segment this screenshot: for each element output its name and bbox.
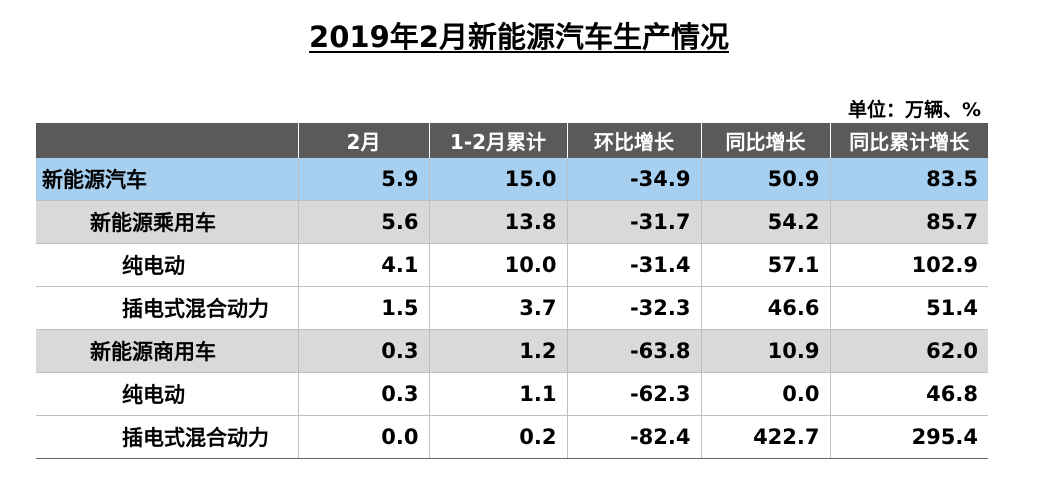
column-header: 同比增长 — [700, 123, 830, 158]
table-cell: 85.7 — [829, 200, 988, 244]
table-cell: 5.9 — [297, 158, 429, 201]
page-title: 2019年2月新能源汽车生产情况 — [0, 14, 1038, 56]
table-cell: -31.4 — [566, 243, 701, 287]
table-cell: 50.9 — [700, 158, 830, 201]
table-cell: 5.6 — [297, 200, 429, 244]
table-cell: 13.8 — [428, 200, 567, 244]
row-label: 纯电动 — [36, 372, 298, 416]
table-cell: 10.0 — [428, 243, 567, 287]
table-cell: -31.7 — [566, 200, 701, 244]
table-cell: 0.3 — [297, 329, 429, 373]
table-cell: 0.0 — [700, 372, 830, 416]
table-row: 纯电动 0.3 1.1 -62.3 0.0 46.8 — [36, 372, 988, 416]
row-label: 插电式混合动力 — [36, 286, 298, 330]
table-cell: -32.3 — [566, 286, 701, 330]
table-cell: -34.9 — [566, 158, 701, 201]
table-cell: 1.2 — [428, 329, 567, 373]
table-cell: 57.1 — [700, 243, 830, 287]
table-cell: -62.3 — [566, 372, 701, 416]
table-cell: 51.4 — [829, 286, 988, 330]
table-cell: 295.4 — [829, 415, 988, 459]
table-cell: 0.0 — [297, 415, 429, 459]
table-cell: 46.8 — [829, 372, 988, 416]
table-row: 新能源汽车 5.9 15.0 -34.9 50.9 83.5 — [36, 158, 988, 201]
table-cell: 10.9 — [700, 329, 830, 373]
table-cell: 54.2 — [700, 200, 830, 244]
table-row: 新能源乘用车 5.6 13.8 -31.7 54.2 85.7 — [36, 200, 988, 244]
row-label: 新能源汽车 — [36, 158, 298, 201]
table-cell: 46.6 — [700, 286, 830, 330]
table-cell: 0.3 — [297, 372, 429, 416]
table-cell: 1.5 — [297, 286, 429, 330]
table-row: 新能源商用车 0.3 1.2 -63.8 10.9 62.0 — [36, 329, 988, 373]
production-table: 2月 1-2月累计 环比增长 同比增长 同比累计增长 新能源汽车 5.9 15.0-… — [36, 123, 988, 459]
table-cell: -63.8 — [566, 329, 701, 373]
table-cell: 0.2 — [428, 415, 567, 459]
column-header: 1-2月累计 — [428, 123, 567, 158]
table-cell: 1.1 — [428, 372, 567, 416]
table-cell: 83.5 — [829, 158, 988, 201]
table-row: 插电式混合动力 1.5 3.7 -32.3 46.6 51.4 — [36, 286, 988, 330]
page-title-text: 2019年2月新能源汽车生产情况 — [309, 20, 729, 54]
column-header: 2月 — [297, 123, 429, 158]
table-cell: -82.4 — [566, 415, 701, 459]
table-cell: 3.7 — [428, 286, 567, 330]
column-header — [36, 123, 298, 158]
row-label: 新能源商用车 — [36, 329, 298, 373]
table-cell: 4.1 — [297, 243, 429, 287]
table-row: 插电式混合动力 0.0 0.2 -82.4 422.7 295.4 — [36, 415, 988, 459]
unit-label: 单位：万辆、% — [847, 99, 981, 121]
table-body: 新能源汽车 5.9 15.0 -34.9 50.9 83.5 新能源乘用车 5.6 13.8 -3… — [36, 158, 988, 459]
row-label: 新能源乘用车 — [36, 200, 298, 244]
table-cell: 15.0 — [428, 158, 567, 201]
column-header: 环比增长 — [566, 123, 701, 158]
row-label: 插电式混合动力 — [36, 415, 298, 459]
column-header: 同比累计增长 — [829, 123, 988, 158]
table-cell: 102.9 — [829, 243, 988, 287]
table-cell: 62.0 — [829, 329, 988, 373]
table-header-row: 2月 1-2月累计 环比增长 同比增长 同比累计增长 — [36, 123, 988, 158]
table-row: 纯电动 4.1 10.0 -31.4 57.1 102.9 — [36, 243, 988, 287]
row-label: 纯电动 — [36, 243, 298, 287]
table-cell: 422.7 — [700, 415, 830, 459]
